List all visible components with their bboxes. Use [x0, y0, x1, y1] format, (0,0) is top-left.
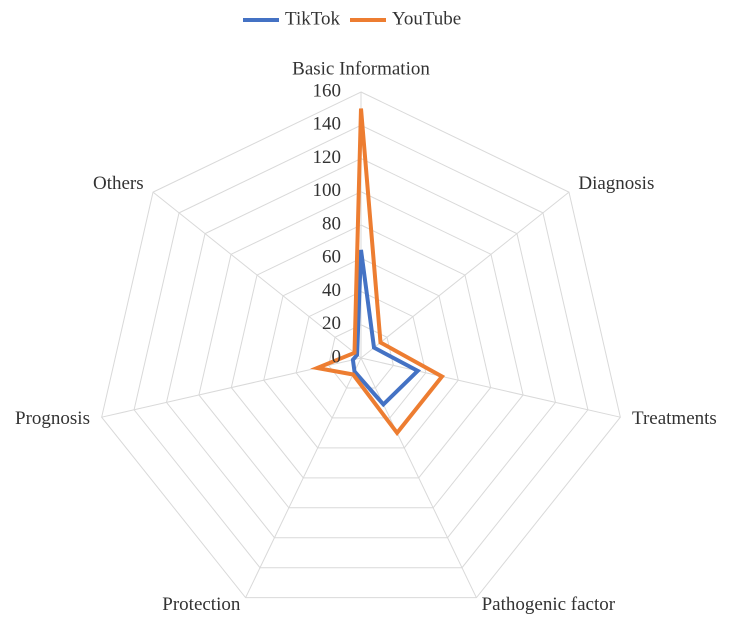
- spoke: [152, 191, 362, 359]
- category-label: Treatments: [632, 408, 717, 429]
- y-tick-label: 40: [322, 280, 341, 301]
- y-tick-label: 0: [332, 346, 342, 367]
- spoke: [245, 357, 362, 598]
- category-label: Prognosis: [15, 408, 90, 429]
- y-tick-label: 160: [313, 80, 342, 101]
- grid-line: [295, 290, 427, 419]
- category-label: Basic Information: [292, 58, 430, 79]
- y-tick-label: 100: [313, 180, 342, 201]
- spoke: [360, 191, 570, 359]
- category-label: Others: [93, 173, 144, 194]
- grid-line: [165, 157, 557, 539]
- grid-line: [263, 257, 459, 449]
- grid-line: [133, 124, 589, 569]
- grid-line: [230, 224, 492, 479]
- spoke: [360, 357, 621, 418]
- y-tick-label: 80: [322, 213, 341, 234]
- category-label: Protection: [162, 594, 241, 615]
- y-tick-label: 140: [313, 114, 342, 135]
- series-line: [310, 108, 446, 437]
- category-label: Diagnosis: [578, 173, 654, 194]
- legend-label: TikTok: [285, 8, 340, 29]
- grid-line: [101, 91, 621, 599]
- y-tick-label: 120: [313, 147, 342, 168]
- category-label: Pathogenic factor: [482, 594, 616, 615]
- series-line: [350, 249, 422, 408]
- y-tick-label: 20: [322, 313, 341, 334]
- grid-line: [198, 191, 524, 509]
- legend-label: YouTube: [392, 8, 461, 29]
- y-tick-label: 60: [322, 247, 341, 268]
